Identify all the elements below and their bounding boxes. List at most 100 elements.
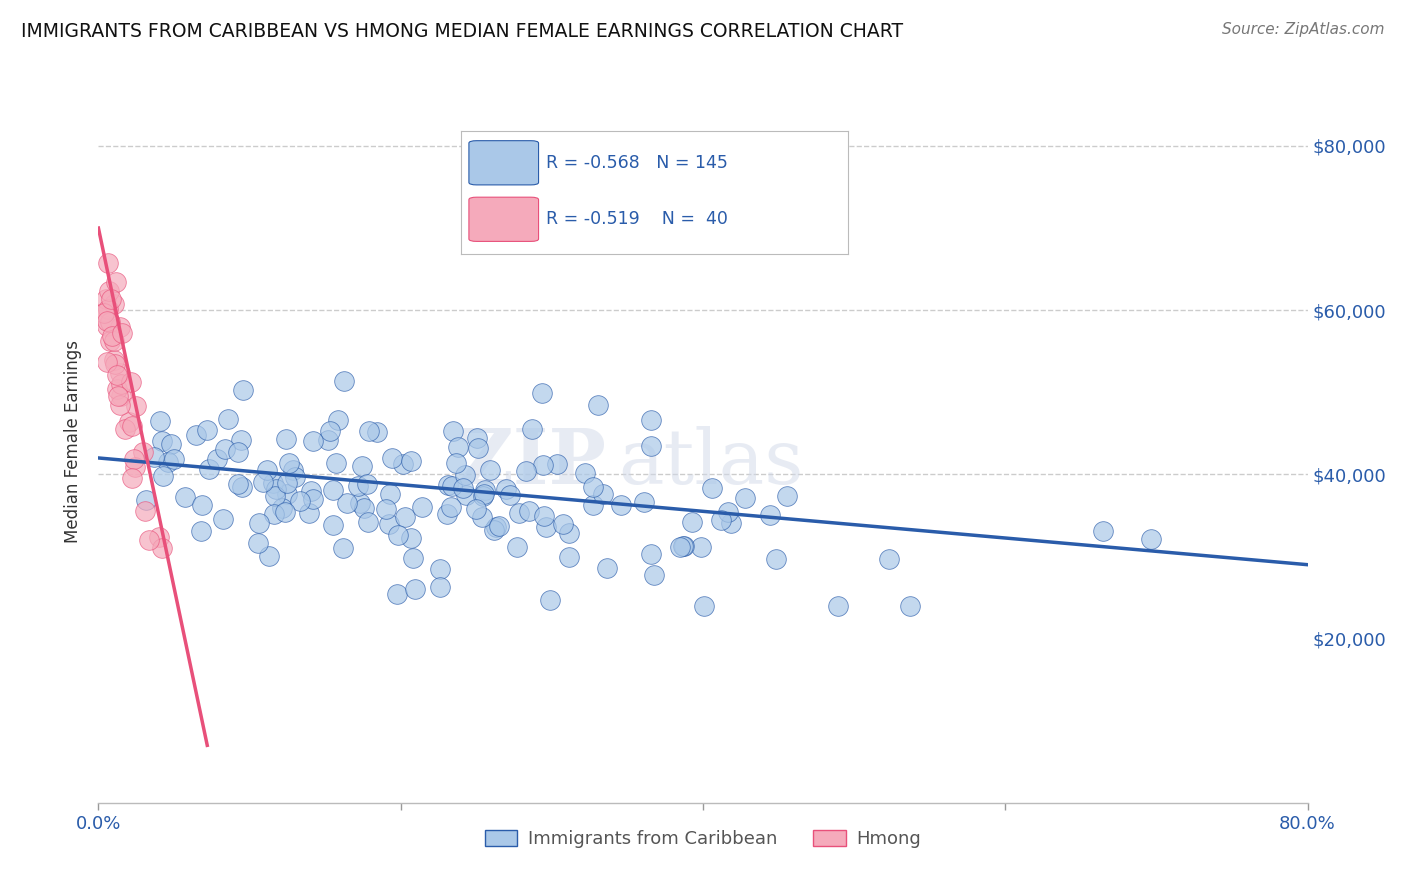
Point [673, 540, 696, 554]
Point [534, 519, 557, 533]
Point [111, 326, 134, 341]
Point [226, 445, 249, 459]
Point [214, 442, 236, 456]
Text: IMMIGRANTS FROM CARIBBEAN VS HMONG MEDIAN FEMALE EARNINGS CORRELATION CHART: IMMIGRANTS FROM CARIBBEAN VS HMONG MEDIA… [21, 22, 903, 41]
Point [276, 475, 298, 490]
Point [640, 439, 662, 453]
Point [98, 334, 121, 349]
Point [217, 412, 239, 426]
Point [485, 519, 508, 533]
Point [120, 375, 142, 389]
Point [333, 374, 356, 388]
Point [495, 482, 517, 496]
Point [103, 297, 125, 311]
Point [264, 482, 287, 496]
Point [610, 498, 633, 512]
Point [681, 515, 703, 529]
Point [104, 357, 127, 371]
Point [447, 440, 470, 454]
Point [281, 463, 304, 477]
Point [94, 305, 117, 319]
Point [150, 541, 173, 555]
Point [156, 455, 179, 469]
Point [148, 530, 170, 544]
Point [301, 491, 323, 506]
Point [378, 517, 401, 532]
Point [387, 587, 409, 601]
Point [96, 318, 118, 333]
Point [263, 489, 285, 503]
Point [205, 452, 228, 467]
Point [444, 456, 467, 470]
Point [322, 518, 344, 533]
Point [717, 505, 740, 519]
Point [231, 480, 253, 494]
Point [640, 547, 662, 561]
Point [135, 492, 157, 507]
Point [226, 476, 249, 491]
Point [392, 457, 415, 471]
Point [103, 353, 125, 368]
Point [174, 491, 197, 505]
Point [97, 301, 120, 316]
Point [429, 580, 451, 594]
Point [96, 313, 118, 327]
Point [357, 515, 380, 529]
Point [198, 462, 221, 476]
Point [349, 496, 371, 510]
Point [247, 516, 270, 530]
Point [319, 424, 342, 438]
Point [464, 502, 486, 516]
Y-axis label: Median Female Earnings: Median Female Earnings [65, 340, 83, 543]
Point [558, 525, 581, 540]
Point [436, 507, 458, 521]
Point [454, 467, 477, 482]
Point [212, 511, 235, 525]
Point [231, 433, 253, 447]
Point [474, 483, 496, 497]
Point [332, 541, 354, 555]
Point [105, 368, 128, 383]
Point [776, 489, 799, 503]
Point [246, 535, 269, 549]
Point [110, 389, 132, 403]
Point [437, 478, 460, 492]
Point [110, 376, 132, 391]
Point [263, 507, 285, 521]
Point [347, 479, 370, 493]
Point [232, 383, 254, 397]
Point [672, 539, 695, 553]
Point [195, 424, 218, 438]
Point [633, 495, 655, 509]
Point [394, 509, 416, 524]
Point [124, 459, 146, 474]
Point [160, 436, 183, 450]
Point [582, 480, 605, 494]
Point [108, 320, 131, 334]
Point [105, 275, 128, 289]
Point [488, 519, 510, 533]
Point [381, 450, 404, 465]
Point [107, 389, 129, 403]
Point [100, 292, 122, 306]
Point [252, 475, 274, 489]
Point [378, 487, 401, 501]
Text: atlas: atlas [619, 426, 804, 500]
Point [538, 592, 561, 607]
Point [900, 599, 922, 613]
Point [456, 488, 478, 502]
Point [640, 412, 662, 426]
Point [471, 510, 494, 524]
Point [356, 476, 378, 491]
Point [357, 424, 380, 438]
Point [134, 504, 156, 518]
Point [326, 413, 349, 427]
Point [103, 334, 125, 348]
Point [877, 551, 900, 566]
Point [440, 500, 463, 514]
Point [298, 506, 321, 520]
Point [515, 464, 537, 478]
Point [98, 316, 121, 330]
Point [262, 476, 284, 491]
Point [336, 496, 359, 510]
